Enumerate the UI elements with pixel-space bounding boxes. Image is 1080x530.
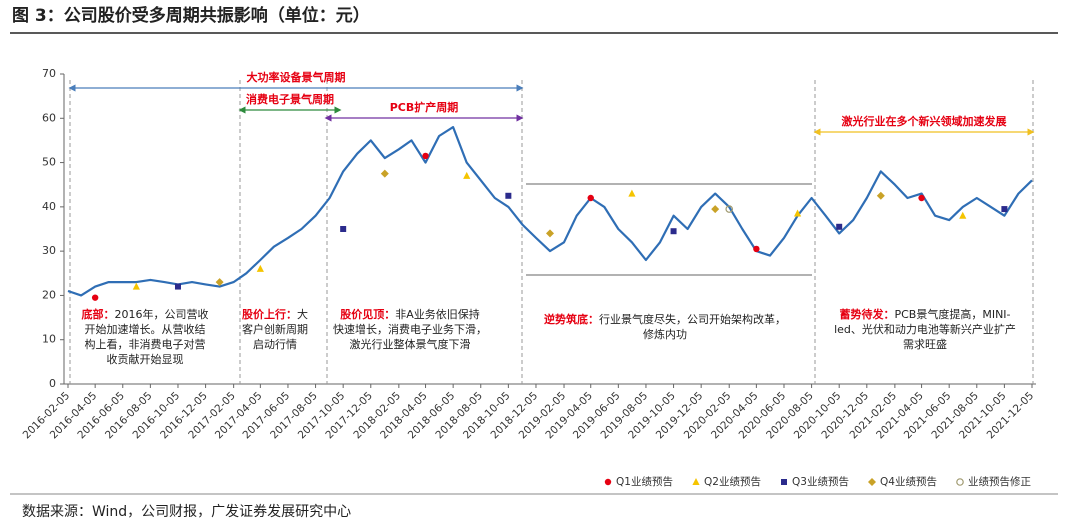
- marker: [711, 205, 720, 214]
- marker: [1001, 206, 1008, 213]
- period-label: 大功率设备景气周期: [247, 70, 346, 84]
- marker: [422, 152, 429, 160]
- annotation-line: 构上看，非消费电子对营: [85, 337, 206, 351]
- marker: [380, 169, 389, 178]
- annotation-line: 股价上行：大: [242, 307, 308, 321]
- legend-label: Q3业绩预告: [792, 475, 849, 488]
- marker: [781, 479, 787, 485]
- source: 数据来源：Wind，公司财报，广发证券发展研究中心: [22, 504, 351, 520]
- annotation-line: 收贡献开始显现: [107, 352, 184, 366]
- annotation-line: 快速增长，消费电子业务下滑，: [333, 322, 487, 336]
- marker: [876, 191, 885, 200]
- annotation-text: 激光行业整体景气度下滑: [350, 337, 471, 351]
- annotation-text: 大: [297, 307, 308, 321]
- marker: [692, 478, 700, 485]
- period-label: PCB扩产周期: [390, 100, 459, 114]
- annotation-line: 开始加速增长。从营收结: [85, 322, 206, 336]
- annotation-text: led、光伏和动力电池等新兴产业扩产: [834, 322, 1016, 336]
- y-tick-label: 10: [42, 333, 56, 346]
- y-tick-label: 50: [42, 156, 56, 169]
- marker: [725, 205, 734, 213]
- legend-label: Q4业绩预告: [880, 475, 937, 488]
- marker: [670, 228, 677, 235]
- annotation-title: 逆势筑底：: [544, 312, 599, 326]
- price-line: [67, 126, 1033, 297]
- legend-label: Q2业绩预告: [704, 475, 761, 488]
- annotation-line: 底部：2016年，公司营收: [82, 307, 209, 321]
- marker: [753, 245, 760, 253]
- annotation-title: 股价见顶：: [340, 308, 395, 321]
- annotation-text: PCB景气度提高，MINI-: [894, 307, 1010, 321]
- period-label: 消费电子景气周期: [246, 92, 334, 106]
- y-tick-label: 40: [42, 200, 56, 213]
- marker: [918, 194, 925, 202]
- marker: [587, 194, 594, 202]
- marker: [91, 294, 99, 301]
- annotation-text: 非A业务依旧保持: [395, 307, 480, 321]
- marker: [174, 283, 181, 290]
- legend-label: Q1业绩预告: [616, 475, 673, 488]
- annotation-text: 行业景气度尽失，公司开始架构改革，: [599, 312, 786, 326]
- y-tick-label: 30: [42, 244, 56, 257]
- marker: [604, 478, 612, 486]
- marker: [959, 211, 967, 219]
- annotation-line: 逆势筑底：行业景气度尽失，公司开始架构改革，: [544, 312, 786, 326]
- annotation-line: 蓄势待发：PCB景气度提高，MINI-: [839, 307, 1010, 321]
- y-tick-label: 60: [42, 111, 56, 124]
- annotation-title: 股价上行：: [242, 307, 297, 321]
- marker: [505, 192, 512, 199]
- annotation-line: 启动行情: [253, 338, 297, 351]
- annotation-text: 启动行情: [253, 338, 297, 351]
- annotation-text: 需求旺盛: [903, 337, 947, 351]
- marker: [463, 171, 471, 179]
- annotation-text: 收贡献开始显现: [107, 352, 184, 366]
- marker: [340, 226, 347, 232]
- legend-label: 业绩预告修正: [968, 475, 1031, 488]
- annotation-text: 快速增长，消费电子业务下滑，: [333, 322, 487, 336]
- annotation-text: 开始加速增长。从营收结: [85, 322, 206, 336]
- annotation-text: 客户创新周期: [242, 322, 308, 336]
- chart-title: 图 3：公司股价受多周期共振影响（单位：元）: [12, 5, 370, 26]
- marker: [132, 282, 140, 290]
- annotation-text: 修炼内功: [643, 327, 687, 341]
- marker: [215, 278, 224, 287]
- annotation-line: 激光行业整体景气度下滑: [350, 337, 471, 351]
- marker: [256, 264, 264, 272]
- period-label: 激光行业在多个新兴领域加速发展: [842, 114, 1008, 128]
- annotation-line: led、光伏和动力电池等新兴产业扩产: [834, 322, 1016, 336]
- annotation-text: 2016年，公司营收: [115, 307, 209, 321]
- marker: [628, 189, 636, 197]
- annotation-text: 构上看，非消费电子对营: [85, 337, 206, 351]
- y-tick-label: 70: [42, 67, 56, 80]
- y-tick-label: 0: [49, 377, 56, 390]
- annotation-line: 客户创新周期: [242, 322, 308, 336]
- marker: [546, 229, 554, 238]
- annotation-title: 底部：: [82, 307, 115, 321]
- annotation-line: 股价见顶：非A业务依旧保持: [340, 307, 480, 321]
- marker: [793, 209, 802, 217]
- annotation-line: 修炼内功: [643, 327, 687, 341]
- marker: [956, 478, 964, 486]
- y-tick-label: 20: [42, 288, 56, 301]
- annotation-line: 需求旺盛: [903, 337, 947, 351]
- annotation-title: 蓄势待发：: [839, 307, 894, 321]
- marker: [836, 223, 843, 230]
- marker: [868, 478, 876, 486]
